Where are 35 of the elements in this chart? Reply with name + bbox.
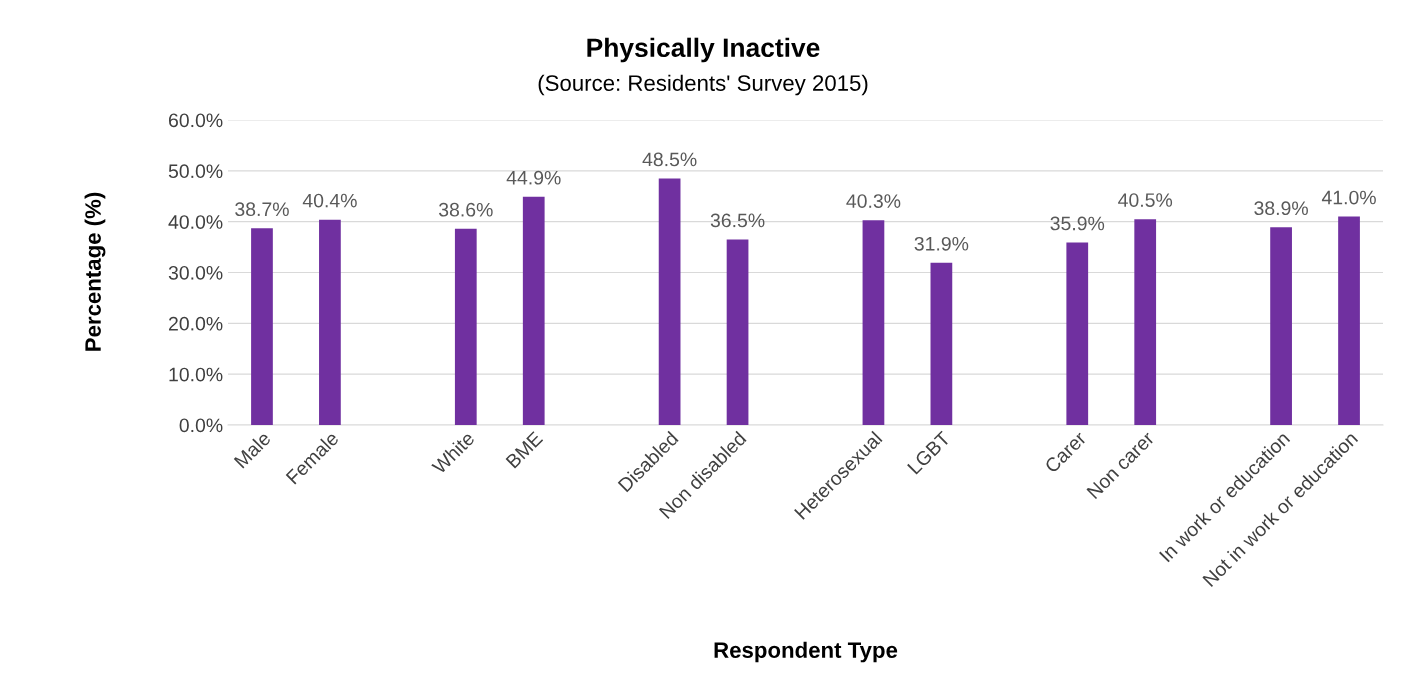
- y-tick-label: 40.0%: [168, 215, 223, 229]
- y-tick-label: 50.0%: [168, 164, 223, 179]
- data-label: 36.5%: [710, 213, 765, 228]
- y-tick-label: 10.0%: [169, 367, 223, 382]
- y-tick-label: 30.0%: [168, 265, 223, 280]
- bar: [251, 228, 273, 425]
- bar: [1270, 227, 1292, 425]
- data-label: 40.3%: [846, 194, 901, 208]
- y-axis-title: Percentage (%): [84, 192, 106, 351]
- y-tick-label: 0.0%: [179, 418, 223, 433]
- y-tick-label: 60.0%: [169, 113, 223, 128]
- data-label: 38.7%: [235, 202, 289, 217]
- data-label: 40.5%: [1118, 193, 1173, 207]
- bar: [1134, 219, 1157, 425]
- bar: [930, 262, 953, 425]
- data-label: 31.9%: [914, 236, 969, 251]
- bar: [1066, 242, 1089, 425]
- data-label: 35.9%: [1050, 216, 1105, 231]
- bar: [862, 220, 885, 425]
- data-label: 44.9%: [506, 170, 561, 185]
- data-label: 48.5%: [642, 152, 697, 167]
- bar: [454, 228, 477, 425]
- bar: [658, 178, 681, 425]
- bar: [522, 196, 545, 425]
- bar: [1338, 216, 1360, 425]
- bar: [726, 239, 749, 425]
- data-label: 41.0%: [1321, 190, 1376, 205]
- data-label: 40.4%: [302, 193, 357, 208]
- data-label: 38.9%: [1254, 201, 1308, 216]
- x-axis-title: Respondent Type: [714, 641, 898, 663]
- bar: [319, 219, 341, 425]
- y-tick-label: 20.0%: [168, 316, 223, 331]
- data-label: 38.6%: [438, 202, 493, 217]
- chart-title: Physically Inactive: [587, 37, 820, 63]
- chart-subtitle: (Source: Residents' Survey 2015): [538, 74, 868, 96]
